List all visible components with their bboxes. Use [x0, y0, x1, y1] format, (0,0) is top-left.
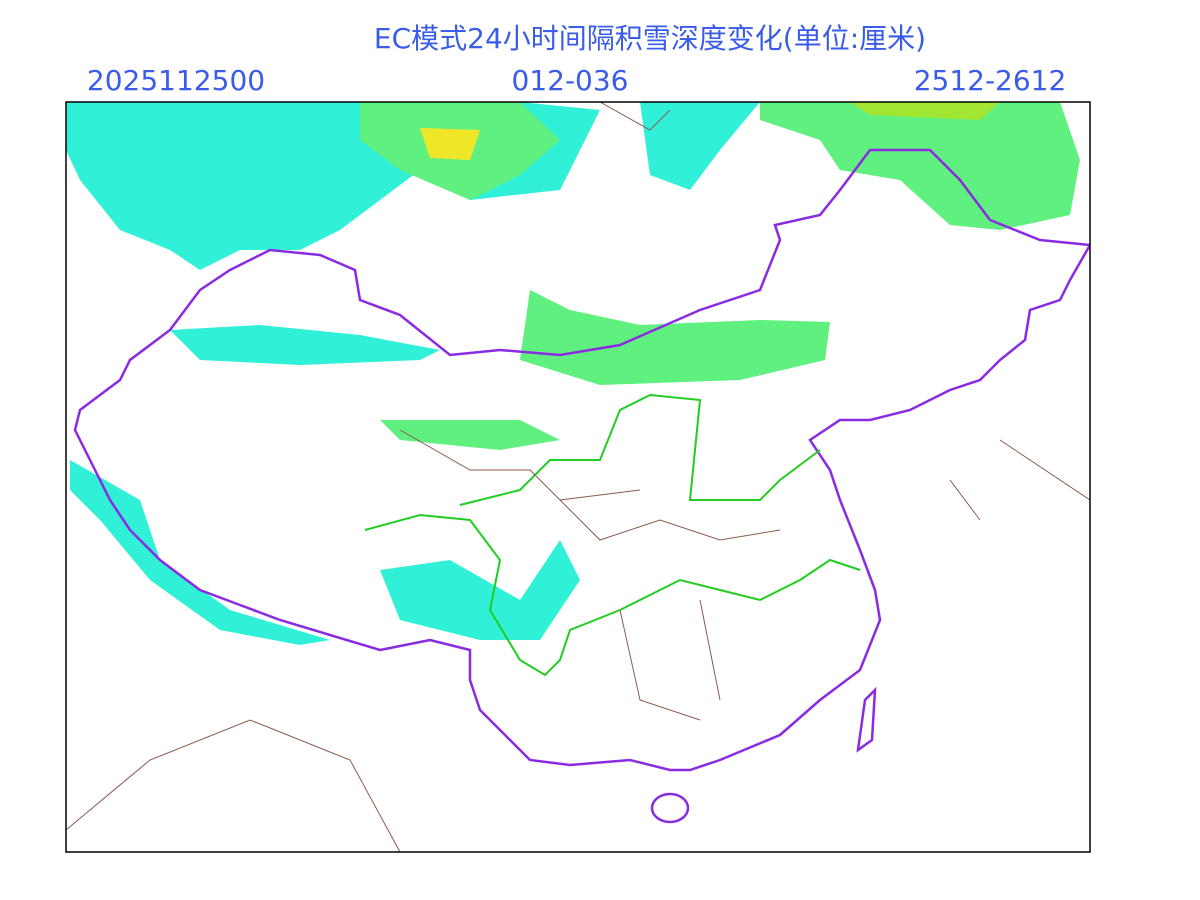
snow-loss-area [70, 460, 330, 645]
neighbor-border [66, 102, 1090, 852]
country-border [73, 148, 1090, 772]
snow-loss-area [170, 325, 440, 365]
forecast-hours: 012-036 [512, 64, 629, 97]
shading [66, 102, 1080, 645]
region-border [364, 513, 861, 677]
title: EC模式24小时间隔积雪深度变化(单位:厘米) [374, 22, 926, 55]
snow-gain-area [420, 128, 480, 160]
boundaries [66, 102, 1090, 852]
region-border [459, 393, 821, 506]
snow-loss-area [380, 540, 580, 640]
map-area [66, 102, 1090, 852]
snow-gain-area [850, 102, 1000, 120]
snow-gain-area [380, 420, 560, 450]
snow-gain-area [520, 290, 830, 385]
init-time: 2025112500 [87, 64, 265, 97]
valid-period: 2512-2612 [914, 64, 1067, 97]
map-frame [65, 101, 1091, 853]
snow-loss-area [640, 102, 760, 190]
hainan [650, 792, 690, 824]
province-border [399, 429, 781, 721]
snow-gain-area [760, 102, 1080, 230]
taiwan [856, 686, 877, 753]
